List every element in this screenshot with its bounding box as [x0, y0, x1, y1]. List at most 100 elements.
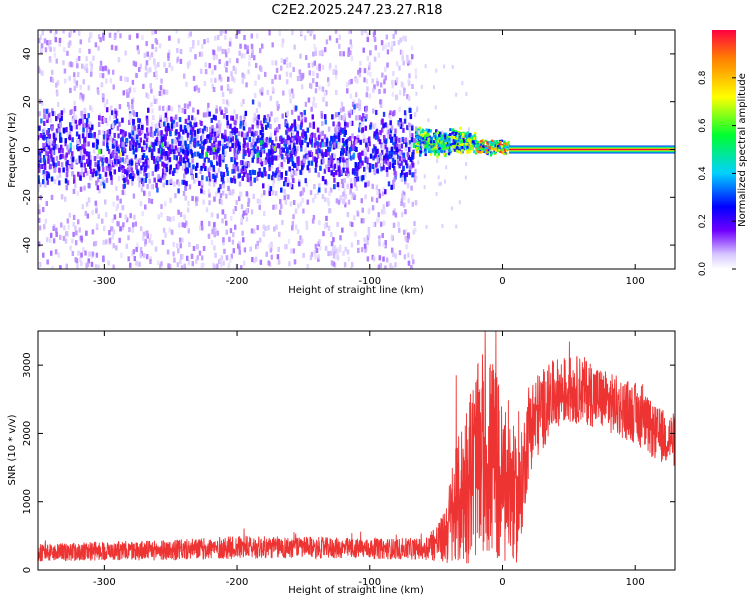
heatmap-cell — [130, 136, 134, 142]
heatmap-cell — [242, 125, 246, 131]
heatmap-cell — [121, 225, 124, 231]
heatmap-cell — [353, 104, 356, 110]
heatmap-cell — [38, 68, 41, 74]
heatmap-cell — [228, 236, 231, 242]
heatmap-cell — [231, 168, 234, 174]
heatmap-cell — [279, 199, 282, 205]
heatmap-cell — [82, 79, 85, 85]
heatmap-cell — [399, 172, 403, 178]
heatmap-cell — [312, 214, 316, 220]
heatmap-cell — [102, 257, 105, 263]
heatmap-cell — [81, 118, 84, 124]
heatmap-cell — [271, 171, 275, 177]
heatmap-cell — [276, 117, 279, 123]
heatmap-cell — [220, 85, 223, 91]
heatmap-cell — [161, 105, 165, 111]
heatmap-cell — [329, 187, 333, 193]
heatmap-cell — [113, 153, 117, 159]
heatmap-cell — [52, 141, 55, 147]
heatmap-cell — [176, 56, 180, 62]
heatmap-cell — [121, 147, 124, 153]
heatmap-cell — [343, 159, 346, 165]
heatmap-cell — [222, 190, 225, 196]
heatmap-cell — [403, 229, 406, 235]
heatmap-cell — [333, 184, 336, 190]
heatmap-cell — [178, 117, 182, 123]
heatmap-cell — [131, 99, 134, 105]
heatmap-cell — [71, 118, 75, 124]
heatmap-cell — [244, 44, 247, 50]
heatmap-cell — [264, 71, 267, 77]
heatmap-cell — [406, 54, 409, 60]
heatmap-cell — [274, 74, 277, 80]
heatmap-cell — [292, 137, 295, 143]
heatmap-cell — [218, 155, 222, 161]
heatmap-cell — [46, 179, 49, 185]
heatmap-cell — [153, 177, 156, 183]
heatmap-cell — [300, 84, 304, 90]
heatmap-cell — [135, 134, 139, 140]
heatmap-cell — [93, 156, 97, 162]
heatmap-cell — [145, 155, 148, 161]
heatmap-cell — [174, 114, 178, 120]
heatmap-cell — [322, 96, 325, 102]
heatmap-cell — [80, 252, 83, 258]
heatmap-cell — [390, 247, 394, 253]
heatmap-cell — [330, 162, 333, 168]
heatmap-cell — [361, 127, 365, 133]
heatmap-cell — [270, 175, 274, 181]
heatmap-cell — [80, 168, 84, 174]
heatmap-cell — [181, 143, 184, 149]
heatmap-cell — [128, 133, 132, 139]
heatmap-cell — [59, 153, 63, 159]
heatmap-cell — [186, 103, 190, 109]
heatmap-cell — [46, 259, 49, 265]
heatmap-cell — [403, 118, 407, 124]
heatmap-cell — [71, 137, 74, 143]
heatmap-cell — [243, 114, 246, 120]
heatmap-cell — [284, 151, 288, 157]
heatmap-cell — [240, 217, 243, 223]
heatmap-cell — [354, 162, 357, 168]
heatmap-cell — [38, 162, 40, 168]
heatmap-cell — [267, 174, 271, 180]
heatmap-cell — [222, 237, 225, 243]
heatmap-cell — [133, 87, 136, 93]
heatmap-cell — [286, 181, 290, 187]
heatmap-cell — [330, 135, 333, 141]
heatmap-cell — [77, 30, 81, 36]
heatmap-cell — [404, 145, 407, 151]
heatmap-cell — [406, 137, 409, 143]
heatmap-cell — [360, 30, 364, 36]
heatmap-cell — [254, 122, 257, 128]
heatmap-cell — [339, 195, 343, 201]
heatmap-cell — [74, 240, 78, 246]
heatmap-cell — [368, 163, 372, 169]
heatmap-cell — [385, 166, 389, 172]
heatmap-cell — [150, 52, 154, 58]
heatmap-cell — [264, 171, 267, 177]
heatmap-cell — [338, 171, 341, 177]
heatmap-cell — [281, 154, 284, 160]
heatmap-cell — [182, 158, 185, 164]
heatmap-cell — [81, 133, 85, 139]
heatmap-cell — [285, 180, 288, 186]
heatmap-cell — [178, 107, 181, 113]
heatmap-cell — [159, 117, 162, 123]
heatmap-cell — [358, 127, 361, 133]
heatmap-cell — [410, 125, 414, 131]
heatmap-cell — [291, 220, 295, 226]
heatmap-cell — [227, 76, 230, 82]
heatmap-cell — [119, 198, 122, 204]
heatmap-cell — [217, 120, 221, 126]
heatmap-cell — [95, 144, 99, 150]
heatmap-cell — [83, 141, 87, 147]
heatmap-cell — [66, 144, 69, 150]
heatmap-cell — [153, 130, 157, 136]
heatmap-cell — [263, 190, 266, 196]
heatmap-cell — [97, 160, 100, 166]
heatmap-cell — [68, 130, 72, 136]
heatmap-cell — [52, 145, 56, 151]
heatmap-cell — [109, 165, 113, 171]
heatmap-cell — [133, 134, 137, 140]
